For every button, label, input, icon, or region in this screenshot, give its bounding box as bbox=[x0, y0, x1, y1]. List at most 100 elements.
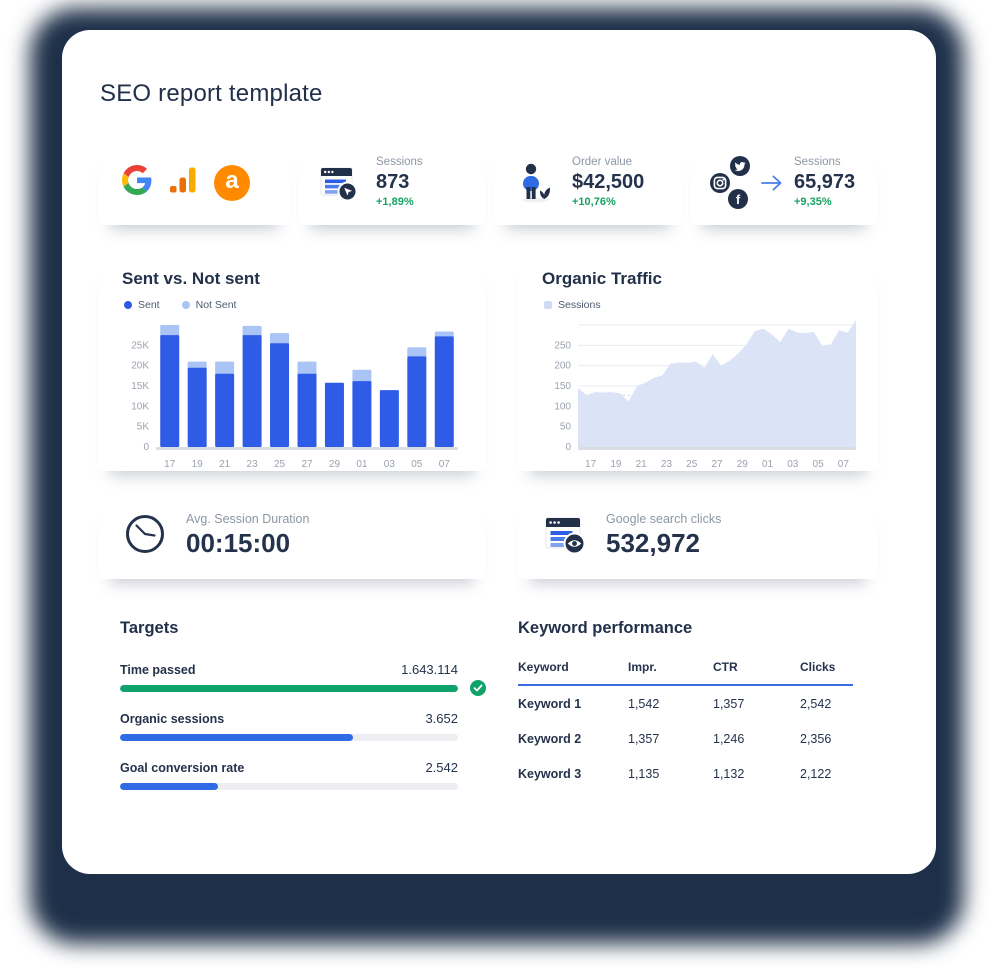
svg-text:50: 50 bbox=[560, 422, 572, 433]
svg-text:21: 21 bbox=[636, 459, 648, 470]
svg-text:17: 17 bbox=[585, 459, 597, 470]
svg-text:29: 29 bbox=[737, 459, 749, 470]
svg-text:0: 0 bbox=[565, 442, 571, 453]
keyword-table-cell: Keyword 3 bbox=[518, 767, 582, 781]
metric-value: 00:15:00 bbox=[186, 528, 291, 559]
stat-value: 873 bbox=[376, 171, 410, 194]
svg-text:01: 01 bbox=[762, 459, 774, 470]
google-analytics-icon bbox=[168, 165, 198, 200]
browser-eye-icon bbox=[542, 511, 588, 562]
page-title: SEO report template bbox=[100, 80, 323, 107]
svg-text:27: 27 bbox=[301, 459, 313, 470]
keyword-table-row[interactable]: Keyword 3 1,135 1,132 2,122 bbox=[518, 756, 853, 791]
social-sessions-stat-card[interactable]: f Sessions 65,973 +9,35% bbox=[690, 140, 878, 225]
target-progress-track bbox=[120, 685, 458, 692]
keyword-table-header-cell: CTR bbox=[713, 660, 738, 674]
target-progress-fill bbox=[120, 734, 354, 741]
targets-title: Targets bbox=[120, 619, 179, 637]
keyword-table-body: Keyword 1 1,542 1,357 2,542 Keyword 2 1,357 1,… bbox=[518, 686, 853, 791]
stat-label: Order value bbox=[572, 155, 633, 168]
svg-text:29: 29 bbox=[329, 459, 341, 470]
svg-text:05: 05 bbox=[411, 459, 423, 470]
arrow-right-icon bbox=[760, 174, 784, 192]
legend-label: Not Sent bbox=[195, 299, 237, 311]
keyword-table-cell: 1,135 bbox=[628, 767, 660, 781]
sessions-stat-card[interactable]: Sessions 873 +1,89% bbox=[298, 140, 486, 225]
keyword-table-cell: 1,246 bbox=[713, 732, 745, 746]
keyword-table-row[interactable]: Keyword 1 1,542 1,357 2,542 bbox=[518, 686, 853, 721]
seo-report-panel: SEO report template bbox=[62, 30, 936, 874]
svg-text:03: 03 bbox=[787, 459, 799, 470]
target-row: Time passed 1.643.114 bbox=[120, 662, 486, 696]
keyword-table-row[interactable]: Keyword 2 1,357 1,246 2,356 bbox=[518, 721, 853, 756]
keyword-table-cell: Keyword 1 bbox=[518, 697, 582, 711]
svg-text:23: 23 bbox=[247, 459, 259, 470]
target-label: Organic sessions bbox=[120, 712, 225, 726]
keyword-performance-title: Keyword performance bbox=[518, 619, 693, 637]
stat-delta: +10,76% bbox=[572, 196, 616, 209]
metric-label: Google search clicks bbox=[606, 511, 722, 526]
svg-text:01: 01 bbox=[356, 459, 368, 470]
target-progress-track bbox=[120, 783, 458, 790]
svg-text:19: 19 bbox=[192, 459, 204, 470]
order-value-stat-card[interactable]: Order value $42,500 +10,76% bbox=[494, 140, 682, 225]
chart-legend: Sessions bbox=[544, 299, 856, 311]
legend-label: Sent bbox=[138, 299, 160, 311]
sent-vs-notsent-chart-card[interactable]: Sent vs. Not sent Sent Not Sent 0 5K 10K 15… bbox=[98, 251, 486, 471]
notsent-legend-dot bbox=[181, 301, 190, 309]
target-value: 2.542 bbox=[425, 760, 458, 775]
svg-text:15K: 15K bbox=[131, 381, 149, 392]
chart-title: Sent vs. Not sent bbox=[122, 269, 260, 288]
social-icons-cluster: f bbox=[710, 155, 758, 211]
svg-text:25K: 25K bbox=[131, 340, 149, 351]
keyword-table-cell: 2,122 bbox=[800, 767, 832, 781]
metric-value: 532,972 bbox=[606, 528, 700, 559]
svg-text:05: 05 bbox=[813, 459, 825, 470]
svg-text:0: 0 bbox=[143, 442, 149, 453]
svg-text:07: 07 bbox=[838, 459, 850, 470]
svg-text:03: 03 bbox=[384, 459, 396, 470]
svg-text:19: 19 bbox=[610, 459, 622, 470]
charts-row: Sent vs. Not sent Sent Not Sent 0 5K 10K 15… bbox=[98, 251, 878, 471]
svg-text:100: 100 bbox=[554, 401, 571, 412]
chart-legend: Sent Not Sent bbox=[124, 299, 464, 311]
metrics-row: Avg. Session Duration 00:15:00 bbox=[98, 493, 878, 579]
svg-text:17: 17 bbox=[164, 459, 176, 470]
keyword-table-header: Keyword Impr. CTR Clicks bbox=[518, 660, 853, 686]
stats-row: a bbox=[98, 140, 878, 225]
organic-traffic-chart-card[interactable]: Organic Traffic Sessions 0 50 100 150 200 250… bbox=[518, 251, 878, 471]
svg-text:250: 250 bbox=[554, 340, 571, 351]
stat-label: Sessions bbox=[376, 155, 423, 168]
metric-label: Avg. Session Duration bbox=[186, 511, 310, 526]
svg-text:10K: 10K bbox=[131, 401, 149, 412]
check-circle-icon bbox=[470, 680, 486, 696]
clock-icon bbox=[122, 511, 168, 562]
keyword-table-header-cell: Keyword bbox=[518, 660, 569, 674]
stat-label: Sessions bbox=[794, 155, 841, 168]
target-value: 3.652 bbox=[425, 711, 458, 726]
keyword-table-cell: 2,356 bbox=[800, 732, 832, 746]
google-search-clicks-card[interactable]: Google search clicks 532,972 bbox=[518, 493, 878, 579]
stat-delta: +1,89% bbox=[376, 196, 414, 209]
keyword-performance-section: Keyword performance Keyword Impr. CTR Click… bbox=[518, 619, 878, 809]
google-icon bbox=[122, 165, 152, 200]
keyword-table-cell: 1,542 bbox=[628, 697, 660, 711]
svg-text:27: 27 bbox=[711, 459, 723, 470]
integrations-card[interactable]: a bbox=[98, 140, 290, 225]
instagram-icon bbox=[713, 176, 727, 189]
keyword-table-header-cell: Impr. bbox=[628, 660, 657, 674]
keyword-table-cell: Keyword 2 bbox=[518, 732, 582, 746]
target-progress-fill bbox=[120, 685, 458, 692]
session-duration-card[interactable]: Avg. Session Duration 00:15:00 bbox=[98, 493, 486, 579]
target-row: Goal conversion rate 2.542 bbox=[120, 760, 486, 790]
browser-cursor-icon bbox=[318, 162, 376, 204]
keyword-table-cell: 1,357 bbox=[628, 732, 660, 746]
facebook-icon: f bbox=[736, 192, 741, 207]
svg-text:25: 25 bbox=[686, 459, 698, 470]
svg-text:07: 07 bbox=[439, 459, 451, 470]
target-progress-fill bbox=[120, 783, 219, 790]
keyword-table-header-cell: Clicks bbox=[800, 660, 836, 674]
svg-text:5K: 5K bbox=[137, 422, 150, 433]
target-row: Organic sessions 3.652 bbox=[120, 711, 486, 741]
svg-text:23: 23 bbox=[661, 459, 673, 470]
